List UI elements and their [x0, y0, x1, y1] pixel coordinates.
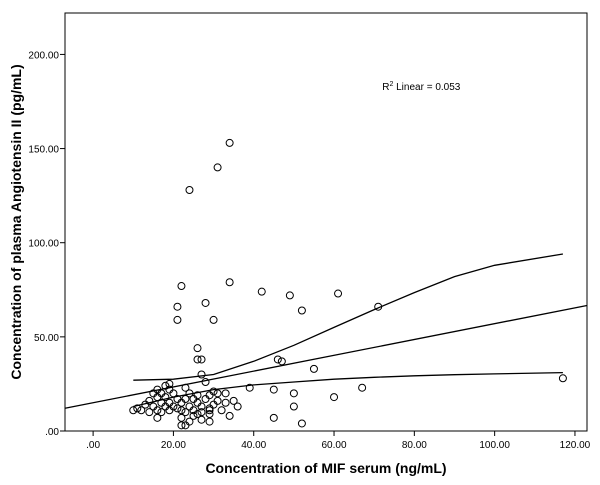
data-points	[129, 138, 567, 430]
data-point	[233, 402, 242, 411]
data-point	[209, 315, 218, 324]
data-point	[145, 408, 154, 417]
x-tick-label: 60.00	[322, 440, 347, 451]
x-tick-label: .00	[86, 440, 100, 451]
y-tick-label: 50.00	[34, 333, 59, 344]
data-point	[257, 287, 266, 296]
data-point	[225, 138, 234, 147]
data-point	[269, 413, 278, 422]
x-tick-label: 100.00	[479, 440, 510, 451]
data-point	[225, 411, 234, 420]
data-point	[185, 185, 194, 194]
data-point	[173, 302, 182, 311]
data-point	[177, 282, 186, 291]
data-point	[217, 406, 226, 415]
data-point	[289, 402, 298, 411]
data-point	[205, 406, 214, 415]
plot-frame	[64, 12, 588, 432]
data-point	[181, 408, 190, 417]
r-squared-annotation: R2 Linear = 0.053	[382, 81, 461, 93]
data-point	[221, 389, 230, 398]
data-point	[205, 410, 214, 419]
data-point	[197, 415, 206, 424]
data-point	[153, 406, 162, 415]
data-point	[177, 421, 186, 430]
y-tick-label: .00	[45, 427, 59, 438]
data-point	[273, 355, 282, 364]
r-squared-value: Linear = 0.053	[393, 82, 460, 93]
x-tick-label: 40.00	[241, 440, 266, 451]
data-point	[229, 396, 238, 405]
fit-lines	[64, 253, 588, 409]
data-point	[157, 408, 166, 417]
r-squared-superscript: 2	[389, 81, 393, 88]
y-tick-label: 100.00	[28, 239, 59, 250]
data-point	[297, 419, 306, 428]
x-tick-label: 80.00	[402, 440, 427, 451]
data-point	[189, 411, 198, 420]
data-point	[165, 406, 174, 415]
data-point	[213, 163, 222, 172]
data-point	[201, 298, 210, 307]
data-point	[358, 383, 367, 392]
data-point	[201, 394, 210, 403]
data-point	[197, 408, 206, 417]
linear-fit-line	[64, 304, 588, 409]
data-point	[197, 355, 206, 364]
y-axis-ticks: .00 50.00 100.00 150.00 200.00	[28, 50, 65, 438]
data-point	[289, 389, 298, 398]
data-point	[334, 289, 343, 298]
data-point	[558, 374, 567, 383]
data-point	[161, 393, 170, 402]
data-point	[330, 393, 339, 402]
data-point	[129, 406, 138, 415]
data-point	[245, 383, 254, 392]
data-point	[201, 378, 210, 387]
x-tick-label: 20.00	[161, 440, 186, 451]
data-point	[285, 291, 294, 300]
data-point	[197, 402, 206, 411]
y-tick-label: 200.00	[28, 50, 59, 61]
data-point	[177, 413, 186, 422]
data-point	[277, 357, 286, 366]
data-point	[181, 421, 190, 430]
data-point	[173, 315, 182, 324]
data-point	[193, 355, 202, 364]
data-point	[153, 413, 162, 422]
y-axis-title: Concentration of plasma Angiotensin II (…	[8, 64, 24, 379]
x-axis-ticks: .00 20.00 40.00 60.00 80.00 100.00 120.00	[86, 431, 591, 451]
data-point	[221, 398, 230, 407]
data-point	[213, 389, 222, 398]
x-axis-title: Concentration of MIF serum (ng/mL)	[205, 460, 446, 476]
data-point	[269, 385, 278, 394]
data-point	[297, 306, 306, 315]
confidence-band-lower	[133, 371, 563, 408]
data-point	[205, 417, 214, 426]
data-point	[137, 406, 146, 415]
data-point	[173, 404, 182, 413]
confidence-band-upper	[133, 253, 564, 381]
data-point	[193, 344, 202, 353]
data-point	[177, 406, 186, 415]
r-squared-prefix: R	[382, 82, 389, 93]
data-point	[197, 370, 206, 379]
data-point	[225, 278, 234, 287]
y-tick-label: 150.00	[28, 145, 59, 156]
x-tick-label: 120.00	[560, 440, 591, 451]
data-point	[177, 398, 186, 407]
data-point	[193, 410, 202, 419]
data-point	[309, 364, 318, 373]
